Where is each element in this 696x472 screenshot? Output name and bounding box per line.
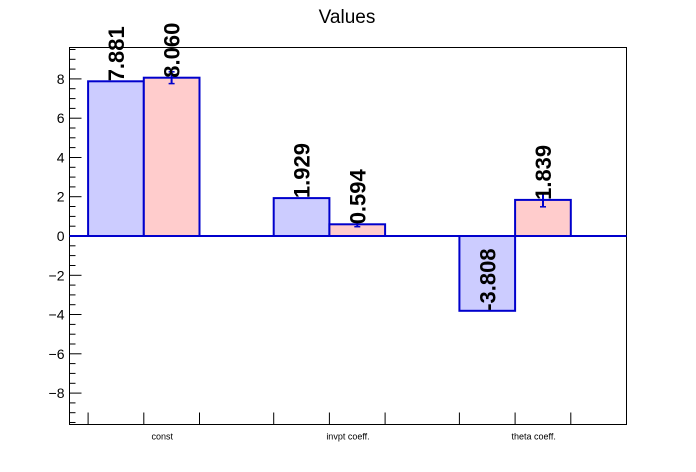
chart-title: Values <box>319 7 376 28</box>
data-label: 1.839 <box>531 145 556 200</box>
x-axis: const invpt coeff. theta coeff. <box>87 412 572 442</box>
data-labels-group: 7.881 1.929 -3.808 8.060 0.594 1.839 <box>104 23 556 311</box>
y-tick-label: −2 <box>49 267 65 283</box>
y-tick-label: −8 <box>49 385 65 401</box>
y-tick-label: 2 <box>57 189 65 205</box>
bar <box>87 80 145 237</box>
y-tick-label: −4 <box>49 307 65 323</box>
category-label: const <box>152 432 174 442</box>
bar <box>272 197 331 238</box>
category-label: invpt coeff. <box>326 432 369 442</box>
y-tick-label: −6 <box>49 346 65 362</box>
data-label: 1.929 <box>290 143 315 198</box>
y-axis: 8 6 4 2 0 −2 −4 −6 −8 <box>49 49 82 423</box>
data-label: 0.594 <box>345 168 370 224</box>
data-label: -3.808 <box>475 248 500 310</box>
data-label: 8.060 <box>160 23 185 78</box>
y-tick-label: 4 <box>57 150 65 166</box>
bar <box>142 76 201 237</box>
y-tick-label: 6 <box>57 110 65 126</box>
error-bars-group <box>168 71 546 228</box>
category-label: theta coeff. <box>512 432 556 442</box>
data-label: 7.881 <box>104 26 129 81</box>
y-tick-label: 8 <box>57 71 65 87</box>
y-tick-label: 0 <box>57 228 65 244</box>
